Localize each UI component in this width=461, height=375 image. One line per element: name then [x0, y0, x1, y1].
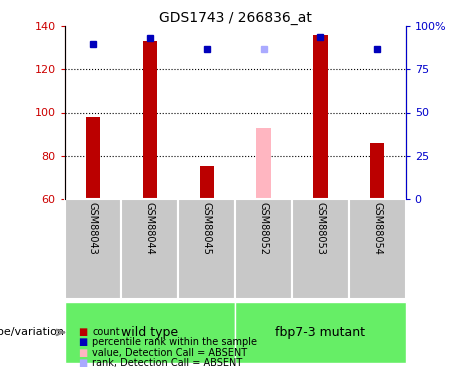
- Bar: [200, 166, 214, 199]
- Text: count: count: [92, 327, 120, 337]
- Text: GSM88054: GSM88054: [372, 202, 382, 255]
- Bar: [143, 41, 157, 199]
- Text: ■: ■: [78, 327, 88, 337]
- Text: value, Detection Call = ABSENT: value, Detection Call = ABSENT: [92, 348, 247, 358]
- Text: ■: ■: [78, 348, 88, 358]
- Text: GSM88044: GSM88044: [145, 202, 155, 255]
- Text: fbp7-3 mutant: fbp7-3 mutant: [275, 326, 366, 339]
- Bar: [235, 199, 292, 299]
- Bar: [292, 199, 349, 299]
- Text: GSM88043: GSM88043: [88, 202, 98, 255]
- Text: genotype/variation: genotype/variation: [0, 327, 64, 338]
- Bar: [370, 143, 384, 199]
- Text: GSM88045: GSM88045: [201, 202, 212, 255]
- Bar: [256, 128, 271, 199]
- Bar: [349, 199, 406, 299]
- Text: percentile rank within the sample: percentile rank within the sample: [92, 338, 257, 347]
- Bar: [65, 302, 235, 363]
- Bar: [121, 199, 178, 299]
- Bar: [235, 302, 406, 363]
- Text: GSM88052: GSM88052: [259, 202, 269, 255]
- Title: GDS1743 / 266836_at: GDS1743 / 266836_at: [159, 11, 312, 25]
- Text: wild type: wild type: [121, 326, 178, 339]
- Bar: [313, 35, 327, 199]
- Text: GSM88053: GSM88053: [315, 202, 325, 255]
- Text: rank, Detection Call = ABSENT: rank, Detection Call = ABSENT: [92, 358, 242, 368]
- Text: ■: ■: [78, 338, 88, 347]
- Text: ■: ■: [78, 358, 88, 368]
- Bar: [86, 117, 100, 199]
- Bar: [65, 199, 121, 299]
- Bar: [178, 199, 235, 299]
